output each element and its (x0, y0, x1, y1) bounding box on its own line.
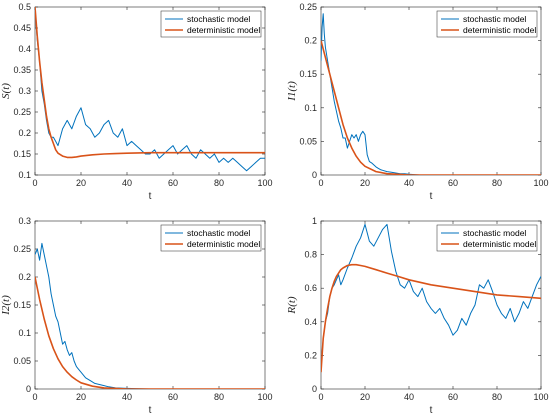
x-tick-label: 100 (257, 392, 272, 402)
y-tick-label: 0 (26, 384, 31, 394)
chart-panel-3: 0 20 40 60 80 100 0 0.05 0.1 0.15 0.2 0.25 0.3 t I2(t)… (0, 216, 273, 416)
y-tick-label: 0.35 (13, 65, 31, 75)
y-tick-label: 0.15 (299, 69, 317, 79)
x-tick-label: 20 (76, 178, 86, 188)
y-tick-label: 0.25 (13, 107, 31, 117)
x-tick-label: 60 (168, 392, 178, 402)
y-tick-label: 0.6 (304, 283, 317, 293)
y-tick-label: 0.15 (13, 300, 31, 310)
legend-box (160, 10, 262, 38)
x-tick-label: 40 (122, 178, 132, 188)
y-tick-label: 0 (312, 384, 317, 394)
x-tick-label: 80 (214, 392, 224, 402)
y-tick-label: 0.8 (304, 250, 317, 260)
y-tick-label: 0.4 (304, 317, 317, 327)
x-tick-label: 80 (214, 178, 224, 188)
x-tick-label: 0 (32, 178, 37, 188)
y-axis-label: R(t) (286, 296, 298, 314)
series-line-stochastic (35, 11, 265, 172)
y-tick-label: 0.15 (13, 149, 31, 159)
x-axis-label: t (430, 191, 433, 202)
x-tick-label: 20 (360, 178, 370, 188)
x-tick-label: 20 (360, 392, 370, 402)
y-tick-label: 0.2 (18, 272, 31, 282)
y-axis-label: I2(t) (0, 295, 12, 316)
series-line-deterministic (35, 276, 265, 389)
x-tick-label: 40 (404, 178, 414, 188)
y-tick-label: 0.5 (18, 2, 31, 12)
y-tick-label: 0 (312, 170, 317, 180)
x-tick-label: 100 (533, 178, 548, 188)
x-axis-label: t (149, 191, 152, 202)
x-tick-label: 100 (533, 392, 548, 402)
x-tick-label: 40 (404, 392, 414, 402)
y-tick-label: 0.4 (18, 44, 31, 54)
chart-panel-1: 0 20 40 60 80 100 0.1 0.15 0.2 0.25 0.3 0.35 0.4 0.45… (0, 2, 273, 202)
y-tick-label: 0.2 (304, 350, 317, 360)
x-tick-label: 40 (122, 392, 132, 402)
legend-label: stochastic model (187, 228, 250, 238)
legend-label: deterministic model (463, 25, 536, 35)
chart-panel-4: 0 20 40 60 80 100 0 0.2 0.4 0.6 0.8 1 t R(t) stochasti… (286, 216, 549, 416)
legend-box (436, 10, 538, 38)
legend-label: stochastic model (187, 14, 250, 24)
y-tick-label: 0.45 (13, 23, 31, 33)
y-tick-label: 0.05 (299, 136, 317, 146)
legend-label: deterministic model (187, 25, 260, 35)
x-tick-label: 0 (32, 392, 37, 402)
x-axis-label: t (149, 405, 152, 416)
y-tick-label: 0.05 (13, 356, 31, 366)
series-line-stochastic (321, 223, 541, 369)
y-axis-label: S(t) (0, 83, 12, 99)
x-tick-label: 80 (492, 178, 502, 188)
legend-box (160, 224, 262, 252)
series-line-deterministic (321, 40, 541, 175)
x-axis-label: t (430, 405, 433, 416)
y-tick-label: 0.25 (13, 244, 31, 254)
y-tick-label: 0.3 (18, 86, 31, 96)
series-line-deterministic (35, 7, 265, 159)
x-tick-label: 60 (448, 392, 458, 402)
x-tick-label: 100 (257, 178, 272, 188)
x-tick-label: 20 (76, 392, 86, 402)
y-tick-label: 0.2 (18, 128, 31, 138)
x-tick-label: 60 (168, 178, 178, 188)
x-tick-label: 0 (318, 178, 323, 188)
x-tick-label: 60 (448, 178, 458, 188)
legend-label: deterministic model (463, 239, 536, 249)
y-axis-label: I1(t) (286, 81, 298, 102)
legend-label: stochastic model (463, 228, 526, 238)
legend-label: stochastic model (463, 14, 526, 24)
legend-box (436, 224, 538, 252)
y-tick-label: 0.2 (304, 36, 317, 46)
y-tick-label: 1 (312, 216, 317, 226)
y-tick-label: 0.1 (18, 170, 31, 180)
x-tick-label: 80 (492, 392, 502, 402)
chart-panel-2: 0 20 40 60 80 100 0 0.05 0.1 0.15 0.2 0.25 t I1(t) sto… (286, 2, 549, 202)
x-tick-label: 0 (318, 392, 323, 402)
y-tick-label: 0.1 (304, 103, 317, 113)
y-tick-label: 0.3 (18, 216, 31, 226)
y-tick-label: 0.25 (299, 2, 317, 12)
legend-label: deterministic model (187, 239, 260, 249)
y-tick-label: 0.1 (18, 328, 31, 338)
series-line-deterministic (321, 263, 541, 373)
